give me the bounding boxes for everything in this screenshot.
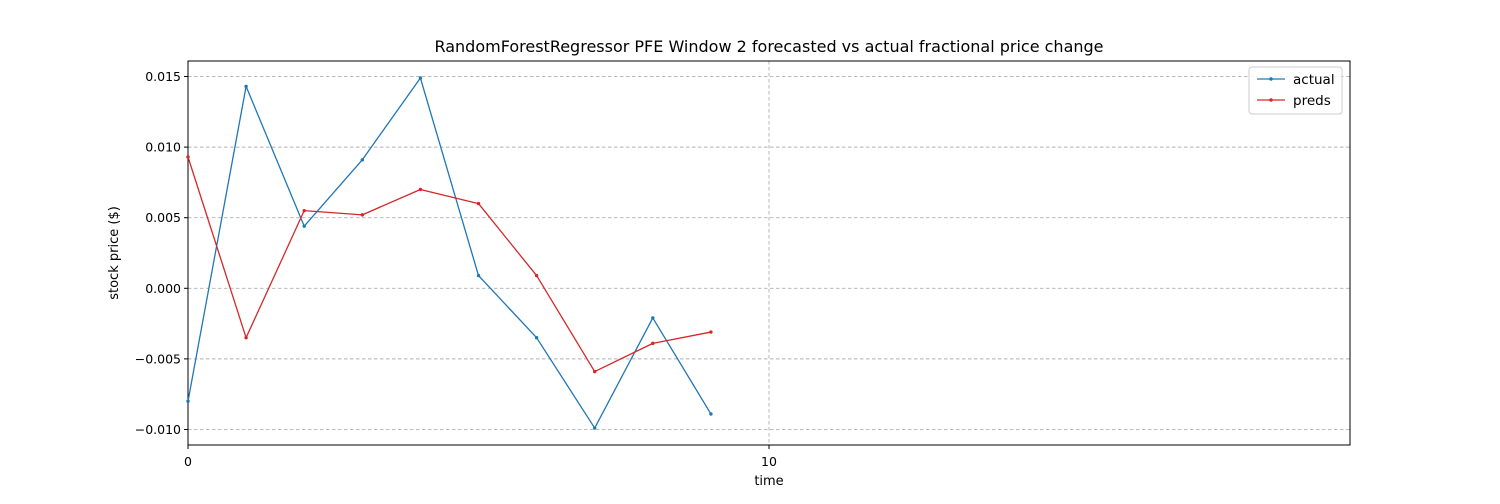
- y-tick-label: −0.010: [135, 422, 181, 437]
- y-tick-label: 0.000: [145, 281, 181, 296]
- data-point-actual: [593, 426, 597, 430]
- y-tick-label: 0.005: [145, 210, 181, 225]
- data-point-preds: [360, 213, 364, 217]
- data-point-actual: [360, 158, 364, 162]
- data-point-actual: [186, 399, 190, 403]
- data-point-preds: [534, 273, 539, 278]
- data-point-preds: [709, 330, 713, 334]
- y-axis-label: stock price ($): [107, 206, 122, 300]
- data-point-actual: [476, 273, 481, 278]
- data-point-actual: [651, 316, 655, 320]
- y-tick-label: −0.005: [135, 351, 181, 366]
- legend-label-actual: actual: [1293, 72, 1335, 88]
- x-tick-label: 0: [184, 454, 192, 469]
- chart-title: RandomForestRegressor PFE Window 2 forec…: [434, 37, 1103, 56]
- data-point-preds: [244, 336, 248, 340]
- legend-marker-preds: [1269, 98, 1273, 102]
- data-point-actual: [418, 76, 423, 80]
- data-point-actual: [244, 84, 248, 89]
- legend-label-preds: preds: [1293, 93, 1331, 109]
- axes: −0.010 −0.005 0.000 0.005 0.010 0.015 0 10: [135, 60, 1351, 469]
- series-line-preds: [187, 156, 712, 373]
- y-tick-label: 0.010: [145, 140, 181, 155]
- x-axis-label: time: [754, 474, 783, 489]
- data-point-preds: [302, 208, 306, 213]
- data-point-actual: [302, 224, 306, 228]
- legend-marker-actual: [1269, 77, 1273, 81]
- y-tick-label: 0.015: [145, 69, 181, 84]
- series-lines: [186, 76, 713, 430]
- legend: actual preds: [1248, 66, 1343, 115]
- data-point-actual: [534, 336, 539, 340]
- series-line-actual: [187, 77, 712, 429]
- data-point-actual: [709, 412, 713, 416]
- data-point-preds: [651, 341, 655, 346]
- data-point-preds: [186, 155, 190, 159]
- data-point-preds: [593, 369, 597, 374]
- data-point-preds: [476, 201, 481, 206]
- data-point-preds: [418, 187, 423, 192]
- grid: [187, 61, 1350, 445]
- x-tick-label: 10: [761, 454, 777, 469]
